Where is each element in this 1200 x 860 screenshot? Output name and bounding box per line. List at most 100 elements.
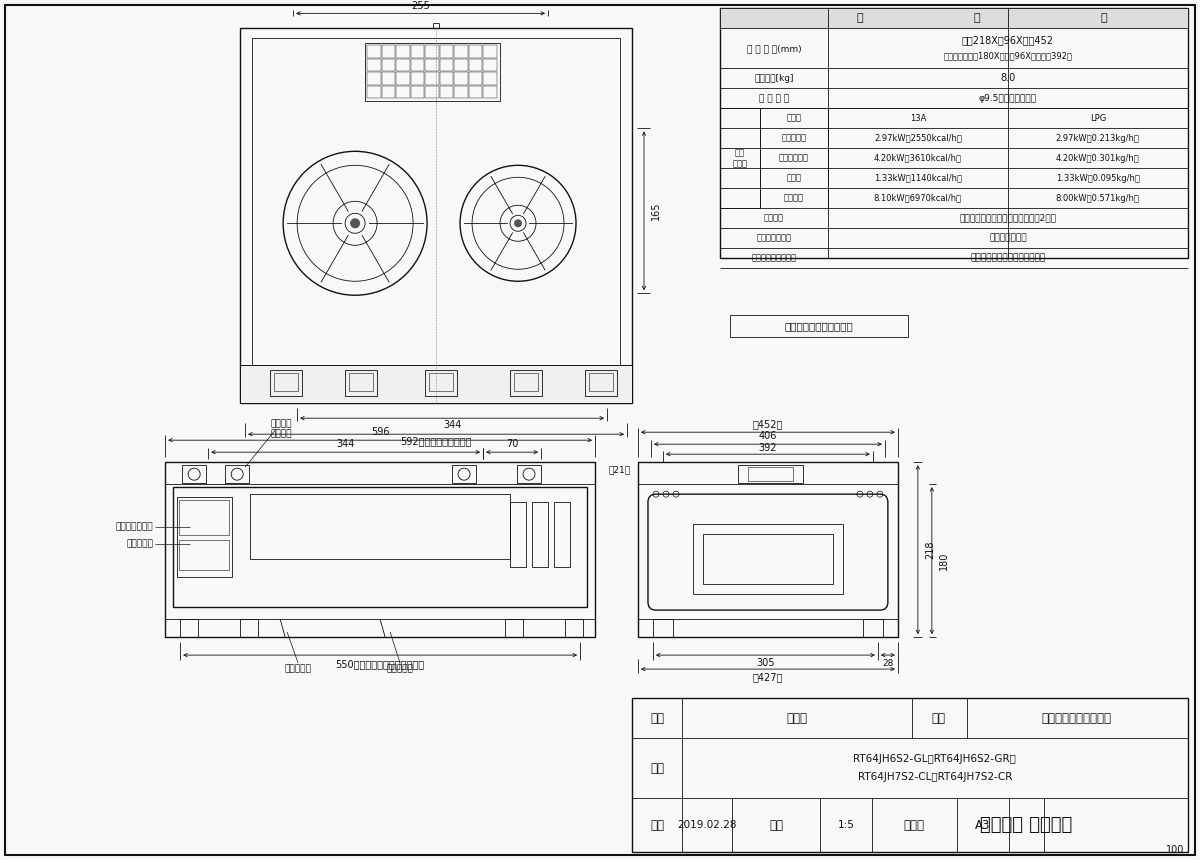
Bar (252, 39, 620, 398)
Bar (484, 86, 497, 98)
Bar (455, 58, 468, 71)
Text: 406: 406 (758, 431, 778, 441)
Bar (240, 366, 632, 403)
Bar (653, 619, 673, 637)
Bar (469, 72, 482, 85)
Bar (179, 501, 229, 535)
Text: 70: 70 (506, 439, 518, 449)
Bar (367, 72, 380, 85)
Text: ガス
消費量: ガス 消費量 (732, 149, 748, 168)
Text: コンロ温度センサー: コンロ温度センサー (751, 254, 797, 263)
Text: 8.10kW（6970kcal/h）: 8.10kW（6970kcal/h） (874, 194, 962, 203)
Bar (425, 86, 439, 98)
Text: 品名: 品名 (932, 711, 946, 725)
Bar (365, 43, 500, 101)
Bar (440, 46, 454, 58)
Text: RT64JH7S2-CL，RT64JH7S2-CR: RT64JH7S2-CL，RT64JH7S2-CR (858, 772, 1012, 782)
Text: 550（ゴム足ピッチ・前後共）: 550（ゴム足ピッチ・前後共） (336, 659, 425, 669)
Text: 1.33kW（0.095kg/h）: 1.33kW（0.095kg/h） (1056, 174, 1140, 183)
Bar (425, 46, 439, 58)
Bar (720, 9, 1188, 258)
Bar (166, 462, 595, 637)
Text: 218: 218 (925, 540, 935, 559)
Text: 1.33kW（1140kcal/h）: 1.33kW（1140kcal/h） (874, 174, 962, 183)
Bar (382, 72, 395, 85)
Bar (484, 72, 497, 85)
Text: 標準コンロ: 標準コンロ (781, 134, 806, 143)
Text: φ9.5㎍ガス用ゴム管: φ9.5㎍ガス用ゴム管 (979, 94, 1037, 103)
Bar (455, 46, 468, 58)
Bar (240, 366, 632, 403)
Bar (532, 502, 548, 567)
Bar (367, 46, 380, 58)
Text: 100: 100 (1166, 845, 1184, 855)
Text: 点火ロック: 点火ロック (386, 665, 414, 673)
Text: 表: 表 (1100, 14, 1106, 23)
Text: 344: 344 (336, 439, 355, 449)
Text: ホーロートップ: ホーロートップ (989, 234, 1027, 243)
Bar (180, 619, 198, 637)
Bar (367, 86, 380, 98)
Text: 高温炒め: 高温炒め (270, 420, 292, 428)
Text: 8.0: 8.0 (1000, 73, 1015, 83)
Text: 2.97kW（2550kcal/h）: 2.97kW（2550kcal/h） (874, 134, 961, 143)
Bar (638, 462, 898, 637)
Bar (182, 465, 206, 483)
Text: 電池ケース: 電池ケース (126, 539, 154, 549)
Bar (396, 58, 409, 71)
Bar (250, 494, 510, 559)
Text: トッププレート: トッププレート (756, 234, 792, 243)
Bar (410, 46, 425, 58)
Bar (469, 58, 482, 71)
Text: 強火力コンロ: 強火力コンロ (779, 154, 809, 163)
Text: サイズ: サイズ (904, 819, 924, 832)
Bar (863, 619, 883, 637)
Bar (469, 46, 482, 58)
Bar (440, 58, 454, 71)
Bar (349, 373, 373, 391)
Text: （427）: （427） (752, 672, 784, 682)
Text: 2.97kW（0.213kg/h）: 2.97kW（0.213kg/h） (1056, 134, 1140, 143)
Text: 型式: 型式 (650, 762, 664, 775)
Circle shape (514, 219, 522, 227)
Text: RT64JH6S2-GL，RT64JH6S2-GR，: RT64JH6S2-GL，RT64JH6S2-GR， (853, 754, 1016, 764)
Bar (455, 86, 468, 98)
Bar (382, 58, 395, 71)
Bar (179, 540, 229, 570)
Text: 8.00kW（0.571kg/h）: 8.00kW（0.571kg/h） (1056, 194, 1140, 203)
Text: グリル付ガステーブル: グリル付ガステーブル (1042, 711, 1111, 725)
Bar (425, 58, 439, 71)
Text: 1:5: 1:5 (838, 820, 854, 830)
Bar (586, 370, 617, 396)
Bar (440, 72, 454, 85)
Bar (589, 373, 613, 391)
Text: 165: 165 (650, 201, 661, 220)
Bar (367, 58, 380, 71)
Text: 4.20kW（0.301kg/h）: 4.20kW（0.301kg/h） (1056, 154, 1140, 163)
Bar (565, 619, 583, 637)
Text: 名称: 名称 (650, 711, 664, 725)
Bar (382, 86, 395, 98)
Bar (240, 619, 258, 637)
Text: ガ ス 接 続: ガ ス 接 続 (758, 94, 788, 103)
Bar (396, 72, 409, 85)
Text: 255: 255 (412, 2, 430, 11)
Bar (455, 72, 468, 85)
Bar (554, 502, 570, 567)
Bar (484, 46, 497, 58)
Bar (178, 497, 232, 577)
Bar (382, 46, 395, 58)
Text: 344: 344 (443, 421, 461, 430)
Text: 全点火時: 全点火時 (784, 194, 804, 203)
Text: （452）: （452） (752, 419, 784, 429)
Text: ＤＣ３Ｖ（単一形アルカリ乾電池2個）: ＤＣ３Ｖ（単一形アルカリ乾電池2個） (959, 214, 1056, 223)
Bar (469, 86, 482, 98)
Bar (730, 316, 908, 337)
Text: LPG: LPG (1090, 114, 1106, 123)
Text: 2019.02.28: 2019.02.28 (677, 820, 737, 830)
Text: 尺度: 尺度 (769, 819, 782, 832)
Bar (396, 46, 409, 58)
Text: グリル: グリル (786, 174, 802, 183)
Text: 4.20kW（3610kcal/h）: 4.20kW（3610kcal/h） (874, 154, 962, 163)
Bar (452, 465, 476, 483)
